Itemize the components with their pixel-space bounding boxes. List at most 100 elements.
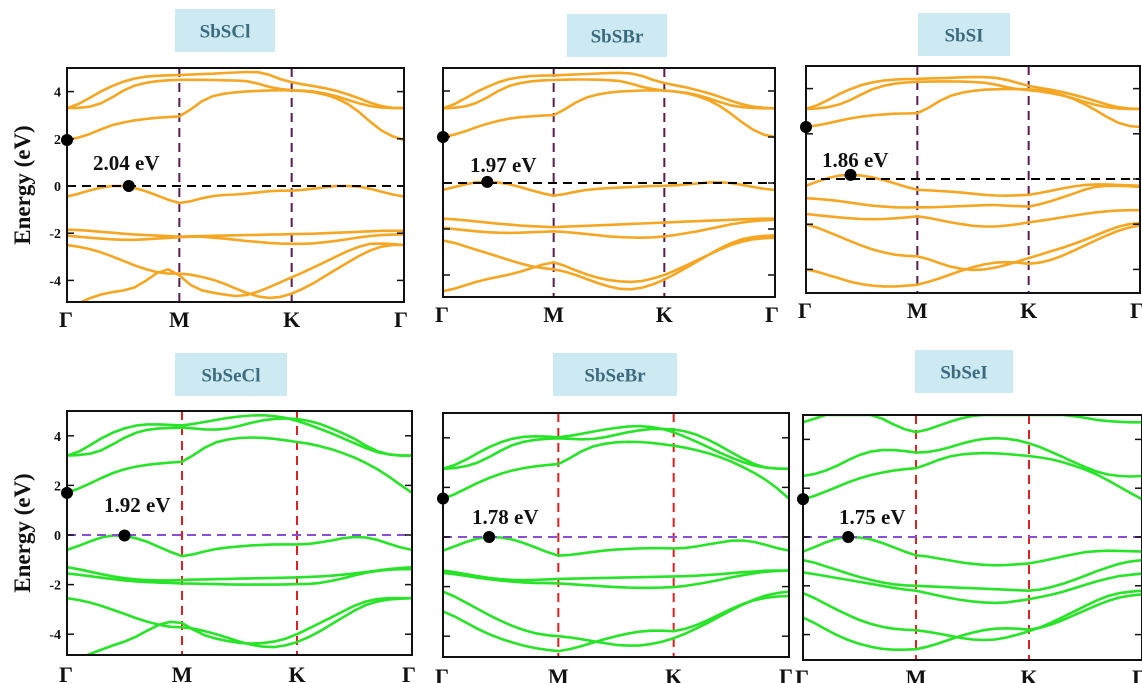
panel-title-box <box>918 13 1010 56</box>
kpoint-label-Γ: Γ <box>1130 298 1142 323</box>
y-tick-label: 2 <box>54 133 61 148</box>
panel-SbSI: SbSI Γ M K Γ 1.86 eV <box>798 13 1142 323</box>
cbm-marker <box>800 121 812 134</box>
kpoint-label-M: M <box>543 302 564 327</box>
kpoint-label-K: K <box>656 302 673 327</box>
band-line-4 <box>803 558 1142 593</box>
y-tick-label: 2 <box>54 479 61 494</box>
band-gap-label: 2.04 eV <box>93 151 160 175</box>
band-line-6 <box>443 89 775 139</box>
panel-title-box <box>553 353 677 396</box>
band-line-8 <box>803 415 1142 434</box>
band-line-2 <box>67 243 404 300</box>
kpoint-label-Γ: Γ <box>435 302 449 327</box>
plot-area <box>67 68 404 302</box>
panel-title: SbSeI <box>940 363 988 384</box>
panel-SbSCl: SbSCl 4 2 0 -2 -4 Γ M K Γ 2.04 eV Energy (eV) <box>10 9 408 332</box>
band-line-5 <box>803 535 1142 567</box>
kpoint-label-Γ: Γ <box>779 664 793 683</box>
vbm-marker <box>481 175 494 188</box>
kpoint-label-M: M <box>172 662 193 683</box>
cbm-marker <box>797 493 809 506</box>
y-tick-label: 0 <box>54 180 61 195</box>
band-line-8 <box>443 71 775 110</box>
panel-title: SbSI <box>944 26 983 47</box>
kpoint-label-M: M <box>906 665 927 683</box>
y-tick-label: -2 <box>49 227 61 242</box>
panel-title-box <box>567 14 667 57</box>
band-line-1 <box>803 592 1142 652</box>
kpoint-label-K: K <box>288 662 305 683</box>
vbm-marker <box>483 531 496 543</box>
plot-area <box>806 66 1140 293</box>
panel-SbSeBr: SbSeBr Γ M K Γ 1.78 eV <box>435 353 793 683</box>
band-line-4 <box>806 184 1140 209</box>
y-tick-label: -2 <box>49 579 61 594</box>
cbm-marker <box>437 131 449 143</box>
band-line-6 <box>806 87 1140 129</box>
band-line-7 <box>67 417 412 457</box>
panel-SbSeI: SbSeI Γ M K Γ 1.75 eV <box>795 350 1142 683</box>
band-line-2 <box>443 590 789 647</box>
band-line-3 <box>803 571 1142 605</box>
band-line-3 <box>806 208 1140 228</box>
kpoint-label-M: M <box>548 664 569 683</box>
band-line-8 <box>67 70 404 110</box>
panel-title: SbSeCl <box>201 366 260 387</box>
band-line-4 <box>67 565 412 582</box>
band-line-4 <box>443 217 775 229</box>
plot-frame <box>442 412 790 658</box>
cbm-marker <box>437 492 449 505</box>
kpoint-label-Γ: Γ <box>59 662 73 683</box>
y-tick-label: 0 <box>54 529 61 544</box>
kpoint-label-K: K <box>1020 665 1037 683</box>
plot-area <box>443 413 789 657</box>
kpoint-label-Γ: Γ <box>394 307 408 332</box>
band-gap-label: 1.75 eV <box>839 505 906 529</box>
band-line-4 <box>443 569 789 582</box>
band-gap-label: 1.78 eV <box>472 505 539 529</box>
cbm-marker <box>61 486 73 499</box>
band-line-3 <box>67 567 412 586</box>
band-line-7 <box>67 78 404 110</box>
kpoint-label-Γ: Γ <box>402 662 416 683</box>
band-line-6 <box>67 436 412 495</box>
kpoint-label-M: M <box>169 307 190 332</box>
kpoint-label-Γ: Γ <box>59 307 73 332</box>
kpoint-label-M: M <box>907 298 928 323</box>
band-line-3 <box>443 569 789 590</box>
kpoint-label-K: K <box>665 664 682 683</box>
cbm-marker <box>61 133 73 146</box>
band-line-2 <box>443 234 775 291</box>
plot-area <box>67 411 412 655</box>
band-line-8 <box>67 413 412 457</box>
band-gap-label: 1.97 eV <box>470 153 537 177</box>
band-line-1 <box>78 242 404 302</box>
band-line-6 <box>67 88 404 142</box>
panel-title: SbSeBr <box>584 366 646 387</box>
band-line-7 <box>443 427 789 471</box>
band-line-5 <box>806 173 1140 197</box>
band-line-3 <box>67 233 404 246</box>
band-line-7 <box>806 80 1140 111</box>
vbm-marker <box>844 168 857 181</box>
band-line-7 <box>803 436 1142 478</box>
plot-area <box>803 415 1142 660</box>
panel-title: SbSCl <box>200 22 251 43</box>
band-line-4 <box>67 228 404 238</box>
panel-title-box <box>915 350 1013 393</box>
band-line-6 <box>443 440 789 500</box>
kpoint-label-Γ: Γ <box>435 664 449 683</box>
band-line-1 <box>443 594 789 653</box>
band-line-7 <box>443 78 775 110</box>
panel-title: SbSBr <box>591 27 644 48</box>
plot-frame <box>66 410 413 656</box>
y-tick-label: -4 <box>49 628 61 643</box>
band-gap-label: 1.92 eV <box>104 493 171 517</box>
band-line-2 <box>67 596 412 649</box>
plot-frame <box>66 67 405 303</box>
band-line-5 <box>443 535 789 557</box>
band-line-1 <box>806 224 1140 288</box>
band-line-5 <box>67 534 412 558</box>
panel-SbSBr: SbSBr Γ M K Γ 1.97 eV <box>435 14 779 327</box>
